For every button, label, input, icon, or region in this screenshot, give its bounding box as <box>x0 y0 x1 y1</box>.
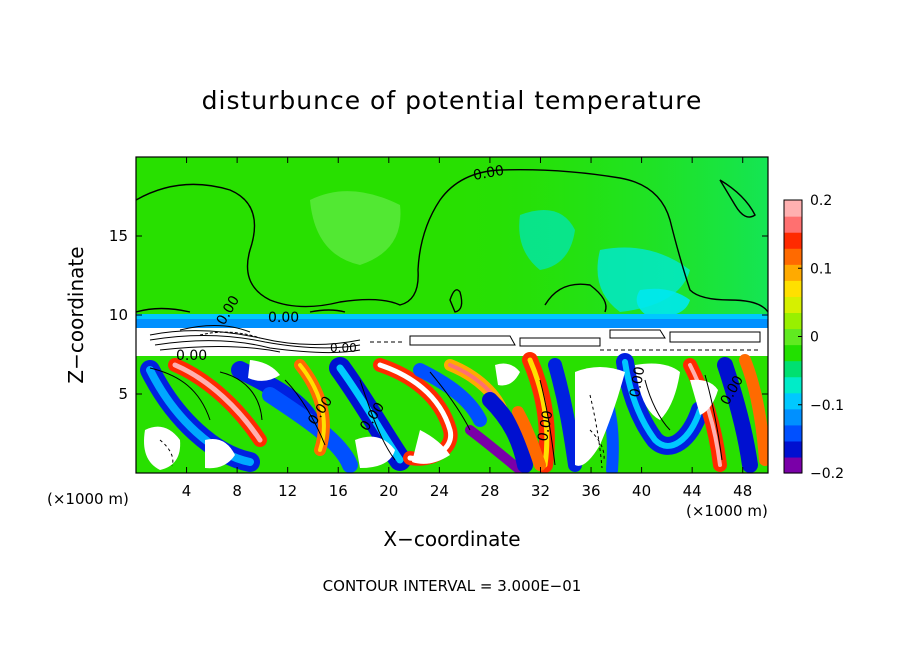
field-void <box>495 363 520 386</box>
field-cool-band <box>136 314 768 320</box>
upper-contours <box>136 168 768 313</box>
plume-cool <box>717 357 758 473</box>
field-void <box>690 379 718 415</box>
colorbar-tick-label: −0.2 <box>810 466 844 482</box>
plume-warm <box>172 362 263 443</box>
colorbar: 0.2 0.1 0 −0.1 −0.2 <box>783 193 844 482</box>
zero-contour <box>449 289 463 313</box>
colorbar-swatch <box>784 376 802 394</box>
contour-label: 0.00 <box>330 341 357 355</box>
field-patch-cyan <box>519 210 575 270</box>
plume-warm <box>688 363 722 467</box>
field-layer <box>136 157 768 473</box>
contour-label: 0.00 <box>535 409 556 442</box>
colorbar-swatch <box>784 344 802 362</box>
colorbar-swatch <box>784 248 802 265</box>
field-inversion-band <box>136 328 768 356</box>
field-void <box>144 426 181 470</box>
x-tick-label: 24 <box>430 482 449 500</box>
colorbar-swatch <box>784 424 802 442</box>
x-axis-unit: (×1000 m) <box>686 502 768 520</box>
z-axis: 5 10 15 <box>109 227 768 403</box>
x-tick-label: 36 <box>581 482 600 500</box>
field-patch-cyan <box>636 288 690 318</box>
x-tick-label: 40 <box>632 482 651 500</box>
field-void <box>635 363 680 420</box>
contour-label: 0.00 <box>176 348 207 364</box>
z-axis-label: Z−coordinate <box>64 246 88 384</box>
x-tick-label: 8 <box>232 482 242 500</box>
plume-warm <box>512 406 546 471</box>
colorbar-tick-label: −0.1 <box>810 398 844 414</box>
colorbar-swatch <box>784 328 802 346</box>
contour-label: 0.00 <box>472 163 505 184</box>
plume-warm <box>739 354 768 466</box>
x-tick-label: 16 <box>329 482 348 500</box>
field-patch-light <box>310 191 401 265</box>
colorbar-swatch <box>784 456 802 474</box>
x-axis: 4 8 12 16 20 24 28 32 36 40 44 48 <box>182 157 752 500</box>
colorbar-swatch <box>784 408 802 426</box>
x-axis-label: X−coordinate <box>383 527 521 551</box>
z-tick-label: 15 <box>109 227 128 245</box>
x-tick-label: 32 <box>531 482 550 500</box>
x-tick-label: 48 <box>733 482 752 500</box>
z-tick-label: 10 <box>109 306 128 324</box>
z-tick-label: 5 <box>118 385 128 403</box>
inversion-contours <box>149 324 761 354</box>
x-tick-label: 44 <box>683 482 702 500</box>
z-axis-unit: (×1000 m) <box>47 490 129 508</box>
zero-contour <box>136 168 768 313</box>
colorbar-tick-label: 0.2 <box>810 193 832 209</box>
colorbar-tick-label: 0 <box>810 330 819 346</box>
field-void <box>205 439 235 469</box>
colorbar-swatch <box>784 392 802 410</box>
colorbar-swatch <box>784 264 802 281</box>
mixed-layer-structures <box>140 352 768 473</box>
plume-cool <box>146 366 254 466</box>
colorbar-swatch <box>784 360 802 378</box>
x-tick-label: 20 <box>379 482 398 500</box>
field-upper-east-tint <box>420 157 768 317</box>
colorbar-swatch <box>784 312 802 330</box>
contour-label: 0.00 <box>627 365 648 398</box>
plume-cool <box>622 359 703 449</box>
colorbar-tick-label: 0.1 <box>810 261 832 277</box>
colorbar-swatch <box>784 280 802 297</box>
mixed-layer-contours <box>149 367 723 469</box>
colorbar-swatch <box>784 232 802 249</box>
colorbar-swatch <box>784 200 802 217</box>
plume-cool <box>548 358 582 472</box>
field-void <box>412 430 450 464</box>
field-void <box>575 367 625 466</box>
plume-cool <box>482 392 533 473</box>
zero-contour <box>719 179 756 218</box>
contour-interval-note: CONTOUR INTERVAL = 3.000E−01 <box>322 577 582 595</box>
plume-warm <box>298 363 326 452</box>
field-cool-band <box>136 319 768 329</box>
zero-contour <box>544 283 607 313</box>
colorbar-swatch <box>784 216 802 233</box>
chart-title: disturbunce of potential temperature <box>201 86 703 115</box>
zero-contour <box>136 307 191 313</box>
x-tick-label: 4 <box>182 482 192 500</box>
x-tick-label: 28 <box>480 482 499 500</box>
x-tick-label: 12 <box>278 482 297 500</box>
plume-cool <box>413 363 487 427</box>
plume-cool <box>465 425 525 473</box>
plume-warm <box>527 357 550 468</box>
zero-contour <box>309 309 346 313</box>
colorbar-swatch <box>784 296 802 314</box>
field-void <box>248 360 280 381</box>
colorbar-swatch <box>784 440 802 458</box>
contour-label: 0.00 <box>268 310 299 326</box>
